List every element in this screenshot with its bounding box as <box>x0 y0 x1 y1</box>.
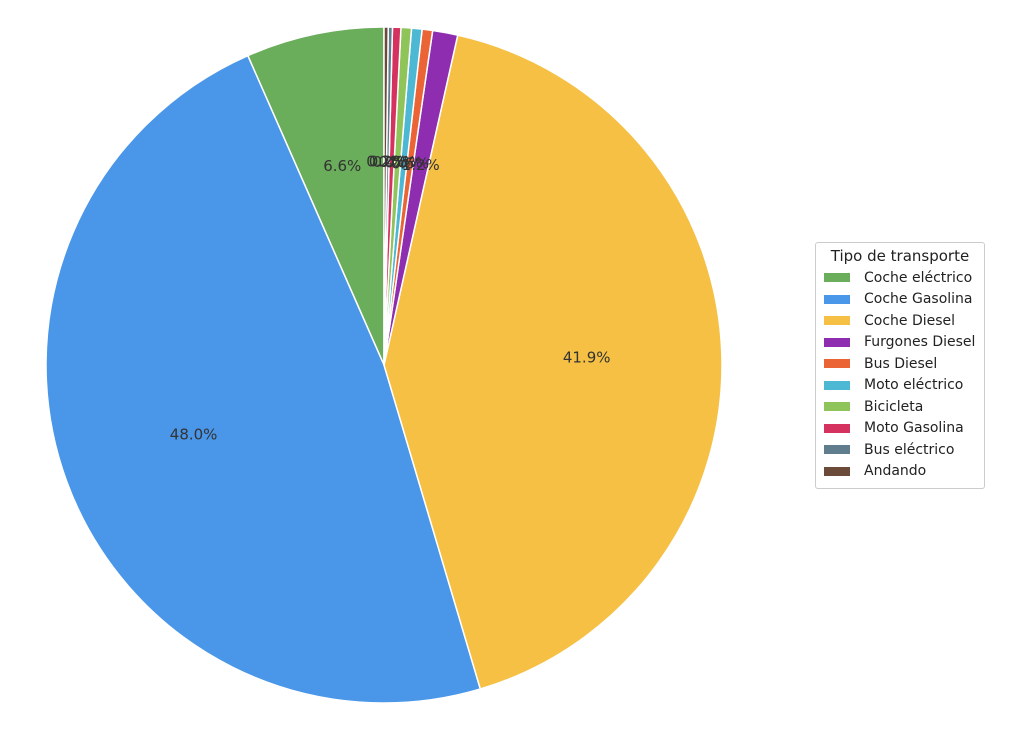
legend-item: Bus eléctrico <box>824 439 976 461</box>
pie-slice-2 <box>45 54 482 704</box>
legend-items: Coche eléctrico Coche Gasolina Coche Diese… <box>824 267 976 482</box>
legend: Tipo de transporte Coche eléctrico Coche … <box>815 242 985 489</box>
legend-label: Moto eléctrico <box>864 377 964 394</box>
legend-swatch <box>824 294 850 304</box>
pie-slices <box>45 26 723 704</box>
legend-swatch <box>824 337 850 347</box>
legend-swatch <box>824 402 850 412</box>
legend-label: Furgones Diesel <box>864 334 976 351</box>
legend-item: Moto eléctrico <box>824 375 976 397</box>
legend-item: Coche Gasolina <box>824 289 976 311</box>
pie-percentage-label-6: 0.5% <box>385 154 423 172</box>
pie-percentage-label-7: 0.5% <box>378 153 416 171</box>
legend-label: Andando <box>864 463 927 480</box>
pie-percentage-labels: 6.6%48.0%41.9%1.2%0.5%0.5%0.5%0.4%0.2%0.… <box>170 153 611 444</box>
pie-slice-3 <box>383 34 723 690</box>
legend-label: Coche eléctrico <box>864 269 973 286</box>
legend-item: Coche eléctrico <box>824 267 976 289</box>
legend-label: Moto Gasolina <box>864 420 964 437</box>
legend-swatch <box>824 423 850 433</box>
legend-item: Moto Gasolina <box>824 418 976 440</box>
legend-item: Bus Diesel <box>824 353 976 375</box>
pie-percentage-label-4: 1.2% <box>402 156 440 174</box>
pie-percentage-label-2: 48.0% <box>170 425 218 443</box>
pie-slice-1 <box>246 26 385 366</box>
pie-percentage-label-10: 0.2% <box>366 153 404 171</box>
legend-swatch <box>824 445 850 455</box>
pie-percentage-label-5: 0.5% <box>391 154 429 172</box>
legend-item: Bicicleta <box>824 396 976 418</box>
pie-percentage-label-9: 0.2% <box>369 153 407 171</box>
legend-label: Bicicleta <box>864 398 924 415</box>
legend-label: Bus eléctrico <box>864 441 955 458</box>
pie-percentage-label-8: 0.4% <box>373 153 411 171</box>
legend-label: Coche Diesel <box>864 312 956 329</box>
legend-label: Bus Diesel <box>864 355 938 372</box>
legend-item: Furgones Diesel <box>824 332 976 354</box>
pie-percentage-label-1: 6.6% <box>323 157 361 175</box>
legend-swatch <box>824 380 850 390</box>
legend-swatch <box>824 466 850 476</box>
legend-swatch <box>824 359 850 369</box>
pie-percentage-label-3: 41.9% <box>563 348 611 366</box>
legend-swatch <box>824 316 850 326</box>
legend-item: Coche Diesel <box>824 310 976 332</box>
legend-title: Tipo de transporte <box>830 247 970 265</box>
pie-slice-10 <box>383 26 390 366</box>
legend-swatch <box>824 273 850 283</box>
legend-item: Andando <box>824 461 976 483</box>
legend-label: Coche Gasolina <box>864 291 973 308</box>
